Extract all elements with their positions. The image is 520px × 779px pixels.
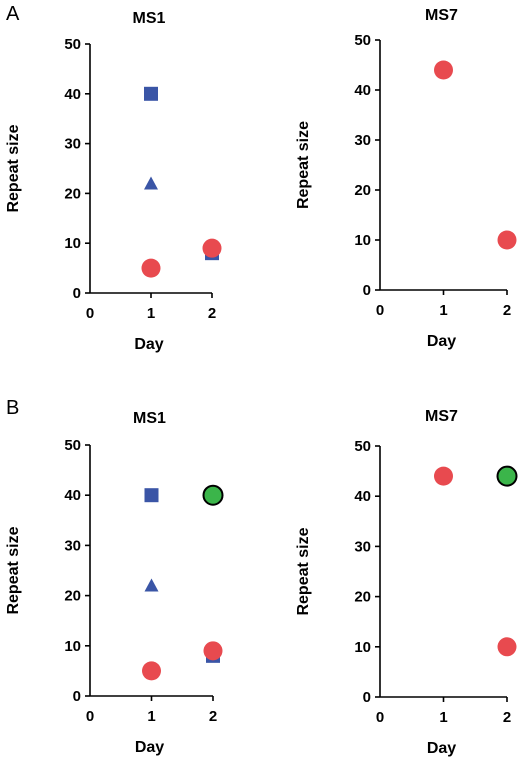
data-point-green-circle xyxy=(202,484,224,506)
data-point-green-circle xyxy=(496,465,518,487)
x-axis-label: Day xyxy=(135,739,164,756)
chart-a-ms1: 0 10 20 30 40 50 0 1 2 MS1 Day Repeat size xyxy=(5,10,222,353)
y-tick-label: 10 xyxy=(64,235,81,252)
y-tick-label: 10 xyxy=(64,638,81,655)
panel-label-b: B xyxy=(6,397,19,419)
y-axis-label: Repeat size xyxy=(5,124,22,212)
y-tick-label: 0 xyxy=(363,689,371,706)
panel-label-a: A xyxy=(6,3,20,25)
data-point-square xyxy=(144,488,159,503)
y-tick-label: 30 xyxy=(354,538,371,555)
x-tick-label: 1 xyxy=(147,305,155,322)
y-tick-label: 0 xyxy=(73,688,81,705)
x-tick-label: 2 xyxy=(503,302,511,319)
data-point-red-circle xyxy=(497,230,517,250)
y-tick-label: 40 xyxy=(64,86,81,103)
chart-b-ms7: 0 10 20 30 40 50 0 1 2 MS7 Day Repeat size xyxy=(295,408,518,757)
data-point-red-circle xyxy=(203,641,223,661)
data-point-triangle xyxy=(144,578,159,592)
y-tick-label: 20 xyxy=(64,588,81,605)
x-tick-label: 0 xyxy=(86,708,94,725)
x-tick-label: 2 xyxy=(503,709,511,726)
data-point-square xyxy=(144,86,158,101)
chart-a-ms7: 0 10 20 30 40 50 0 1 2 MS7 Day Repeat size xyxy=(295,7,517,350)
chart-title: MS1 xyxy=(133,10,166,27)
y-tick-label: 10 xyxy=(354,639,371,656)
data-point-red-circle xyxy=(142,661,161,681)
y-tick-label: 50 xyxy=(354,438,371,455)
x-tick-label: 2 xyxy=(208,305,216,322)
y-axis-label: Repeat size xyxy=(295,527,312,615)
x-tick-label: 2 xyxy=(209,708,217,725)
y-tick-label: 0 xyxy=(363,282,371,299)
y-tick-label: 0 xyxy=(73,285,81,302)
data-point-red-circle xyxy=(434,60,453,80)
data-point-red-circle xyxy=(497,637,517,657)
y-tick-label: 30 xyxy=(64,136,81,153)
x-tick-label: 1 xyxy=(439,709,447,726)
x-tick-label: 1 xyxy=(147,708,155,725)
y-tick-label: 40 xyxy=(354,82,371,99)
y-tick-label: 20 xyxy=(64,185,81,202)
y-axis-label: Repeat size xyxy=(295,121,312,209)
chart-title: MS7 xyxy=(425,7,458,24)
chart-title: MS1 xyxy=(133,410,166,427)
x-tick-label: 0 xyxy=(376,302,384,319)
y-tick-label: 20 xyxy=(354,182,371,199)
y-tick-label: 40 xyxy=(354,488,371,505)
chart-title: MS7 xyxy=(425,408,458,425)
y-tick-label: 30 xyxy=(64,537,81,554)
y-tick-label: 50 xyxy=(354,32,371,49)
y-tick-label: 30 xyxy=(354,132,371,149)
y-tick-label: 10 xyxy=(354,232,371,249)
y-axis-label: Repeat size xyxy=(5,526,22,614)
x-tick-label: 0 xyxy=(86,305,94,322)
data-point-triangle xyxy=(144,176,158,190)
x-axis-label: Day xyxy=(427,333,456,350)
y-tick-label: 40 xyxy=(64,487,81,504)
data-point-red-circle xyxy=(202,238,222,258)
x-tick-label: 1 xyxy=(439,302,447,319)
y-tick-label: 50 xyxy=(64,36,81,53)
data-point-red-circle xyxy=(434,466,453,486)
chart-b-ms1: 0 10 20 30 40 50 0 1 2 MS1 Day Repeat size xyxy=(5,410,224,756)
y-tick-label: 50 xyxy=(64,437,81,454)
x-axis-label: Day xyxy=(134,336,163,353)
x-tick-label: 0 xyxy=(376,709,384,726)
data-point-red-circle xyxy=(141,258,161,278)
y-tick-label: 20 xyxy=(354,589,371,606)
x-axis-label: Day xyxy=(427,740,456,757)
